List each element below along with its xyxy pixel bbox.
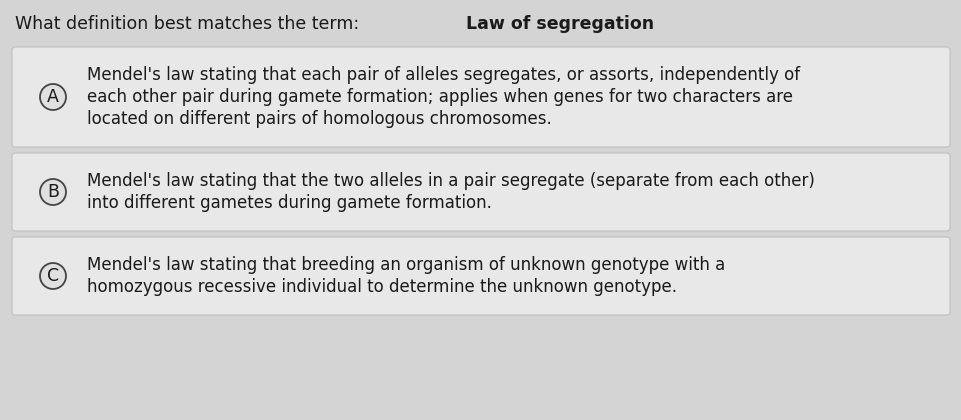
Text: Mendel's law stating that the two alleles in a pair segregate (separate from eac: Mendel's law stating that the two allele… — [86, 172, 814, 190]
Text: C: C — [47, 267, 59, 285]
Text: into different gametes during gamete formation.: into different gametes during gamete for… — [86, 194, 491, 212]
Circle shape — [40, 263, 66, 289]
Text: A: A — [47, 88, 59, 106]
Text: each other pair during gamete formation; applies when genes for two characters a: each other pair during gamete formation;… — [86, 88, 792, 106]
Circle shape — [40, 179, 66, 205]
Text: Mendel's law stating that breeding an organism of unknown genotype with a: Mendel's law stating that breeding an or… — [86, 256, 725, 274]
Text: Mendel's law stating that each pair of alleles segregates, or assorts, independe: Mendel's law stating that each pair of a… — [86, 66, 800, 84]
Text: B: B — [47, 183, 59, 201]
Text: homozygous recessive individual to determine the unknown genotype.: homozygous recessive individual to deter… — [86, 278, 677, 296]
Text: located on different pairs of homologous chromosomes.: located on different pairs of homologous… — [86, 110, 552, 128]
Text: What definition best matches the term:: What definition best matches the term: — [15, 15, 364, 33]
FancyBboxPatch shape — [12, 237, 949, 315]
Circle shape — [40, 84, 66, 110]
FancyBboxPatch shape — [12, 153, 949, 231]
Text: Law of segregation: Law of segregation — [466, 15, 653, 33]
FancyBboxPatch shape — [12, 47, 949, 147]
